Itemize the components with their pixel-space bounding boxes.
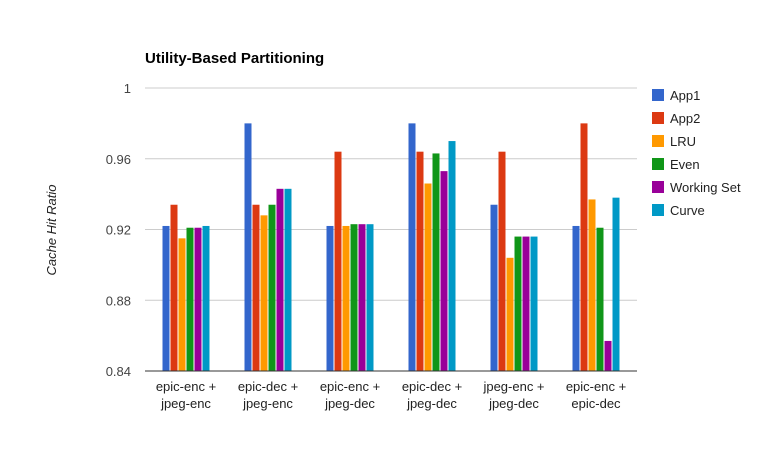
bar-even xyxy=(268,204,276,371)
bar-lru xyxy=(588,199,596,371)
bar-working-set xyxy=(604,340,612,371)
bars xyxy=(162,123,620,371)
category-label: epic-dec + jpeg-dec xyxy=(402,379,462,411)
bar-working-set xyxy=(276,188,284,371)
bar-even xyxy=(596,227,604,371)
bar-even xyxy=(514,236,522,371)
bar-app2 xyxy=(170,204,178,371)
bar-app2 xyxy=(334,151,342,371)
legend: App1 App2 LRU Even Working Set Curve xyxy=(652,88,741,218)
legend-swatch xyxy=(652,204,664,216)
y-tick-label: 0.92 xyxy=(106,223,131,238)
y-tick-label: 0.96 xyxy=(106,152,131,167)
bar-even xyxy=(432,153,440,371)
y-axis-label: Cache Hit Ratio xyxy=(44,184,59,275)
legend-label: Even xyxy=(670,157,700,172)
legend-label: LRU xyxy=(670,134,696,149)
legend-label: App1 xyxy=(670,88,700,103)
bar-lru xyxy=(342,225,350,371)
bar-app2 xyxy=(252,204,260,371)
y-tick-label: 0.88 xyxy=(106,293,131,308)
legend-swatch xyxy=(652,135,664,147)
category-label: jpeg-enc + jpeg-dec xyxy=(482,379,544,411)
bar-working-set xyxy=(440,171,448,371)
gridlines xyxy=(145,87,637,372)
y-tick-label: 1 xyxy=(124,81,131,96)
bar-working-set xyxy=(522,236,530,371)
bar-lru xyxy=(424,183,432,371)
bar-app1 xyxy=(326,225,334,371)
y-tick-label: 0.84 xyxy=(106,364,131,379)
legend-swatch xyxy=(652,89,664,101)
bar-working-set xyxy=(358,224,366,371)
bar-app1 xyxy=(244,123,252,371)
y-tick-labels: 1 0.96 0.92 0.88 0.84 xyxy=(106,81,131,379)
legend-label: Working Set xyxy=(670,180,741,195)
legend-label: App2 xyxy=(670,111,700,126)
legend-swatch xyxy=(652,112,664,124)
bar-curve xyxy=(448,141,456,371)
legend-swatch xyxy=(652,181,664,193)
category-label: epic-dec + jpeg-enc xyxy=(238,379,298,411)
bar-curve xyxy=(202,225,210,371)
bar-curve xyxy=(612,197,620,371)
bar-working-set xyxy=(194,227,202,371)
bar-lru xyxy=(178,238,186,371)
bar-app2 xyxy=(416,151,424,371)
category-label: epic-enc + jpeg-enc xyxy=(156,379,216,411)
category-label: epic-enc + jpeg-dec xyxy=(320,379,380,411)
bar-curve xyxy=(366,224,374,371)
bar-app1 xyxy=(572,225,580,371)
legend-swatch xyxy=(652,158,664,170)
bar-curve xyxy=(284,188,292,371)
bar-even xyxy=(350,224,358,371)
bar-app1 xyxy=(408,123,416,371)
chart-title: Utility-Based Partitioning xyxy=(145,50,324,67)
bar-even xyxy=(186,227,194,371)
bar-lru xyxy=(260,215,268,371)
bar-app1 xyxy=(490,204,498,371)
bar-app2 xyxy=(498,151,506,371)
bar-app1 xyxy=(162,225,170,371)
category-labels: epic-enc + jpeg-enc epic-dec + jpeg-enc epic… xyxy=(156,379,626,411)
bar-app2 xyxy=(580,123,588,371)
legend-label: Curve xyxy=(670,203,705,218)
bar-lru xyxy=(506,257,514,371)
bar-curve xyxy=(530,236,538,371)
category-label: epic-enc + epic-dec xyxy=(566,379,626,411)
